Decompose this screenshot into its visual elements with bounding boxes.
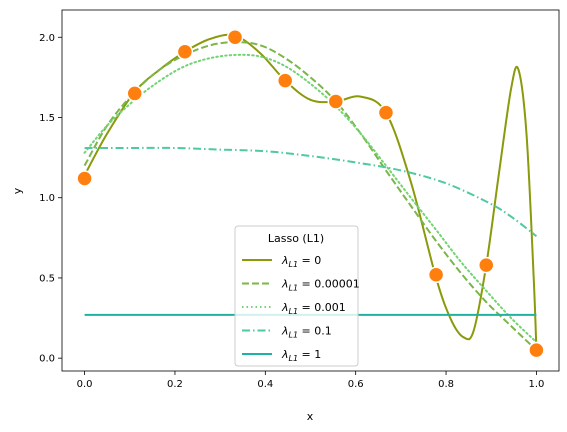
- x-ticks: 0.0 0.2 0.4 0.6 0.8 1.0: [77, 371, 544, 390]
- x-axis-label: x: [307, 410, 314, 423]
- legend-label: λL1 = 1: [281, 348, 321, 363]
- x-tick-label: 0.0: [77, 379, 93, 390]
- data-point: [478, 256, 495, 274]
- legend-label: λL1 = 0.1: [281, 325, 332, 340]
- points-layer: [76, 29, 545, 359]
- legend-entries: λL1 = 0 λL1 = 0.00001 λL1 = 0.001 λL1 = 0.1…: [242, 254, 360, 363]
- x-tick-label: 0.4: [257, 379, 273, 390]
- x-tick-label: 1.0: [528, 379, 544, 390]
- data-point: [377, 104, 395, 121]
- x-tick-label: 0.2: [167, 379, 183, 390]
- y-tick-label: 2.0: [39, 33, 55, 44]
- legend-title: Lasso (L1): [268, 232, 324, 245]
- legend: Lasso (L1) λL1 = 0 λL1 = 0.00001 λL1 = 0.0…: [234, 225, 360, 367]
- data-point: [126, 85, 143, 102]
- legend-label: λL1 = 0: [281, 254, 321, 269]
- data-point: [76, 170, 93, 187]
- y-tick-label: 0.0: [39, 354, 55, 365]
- y-axis-label: y: [11, 187, 24, 194]
- y-tick-label: 1.5: [39, 113, 55, 124]
- series-line-1: [83, 41, 538, 351]
- data-point: [276, 72, 294, 89]
- data-point: [226, 29, 244, 46]
- data-point: [427, 266, 445, 283]
- x-tick-label: 0.8: [438, 379, 454, 390]
- y-tick-label: 1.0: [39, 193, 55, 204]
- data-point: [528, 341, 545, 359]
- y-ticks: 0.0 0.5 1.0 1.5 2.0: [39, 33, 62, 365]
- data-point: [176, 43, 194, 60]
- series-line-2: [83, 53, 538, 344]
- legend-box: [234, 225, 359, 367]
- legend-label: λL1 = 0.00001: [281, 278, 360, 293]
- x-tick-label: 0.6: [348, 379, 364, 390]
- y-tick-label: 0.5: [39, 273, 55, 284]
- data-point: [327, 93, 345, 110]
- legend-label: λL1 = 0.001: [281, 301, 346, 316]
- series-line-3: [84, 146, 538, 238]
